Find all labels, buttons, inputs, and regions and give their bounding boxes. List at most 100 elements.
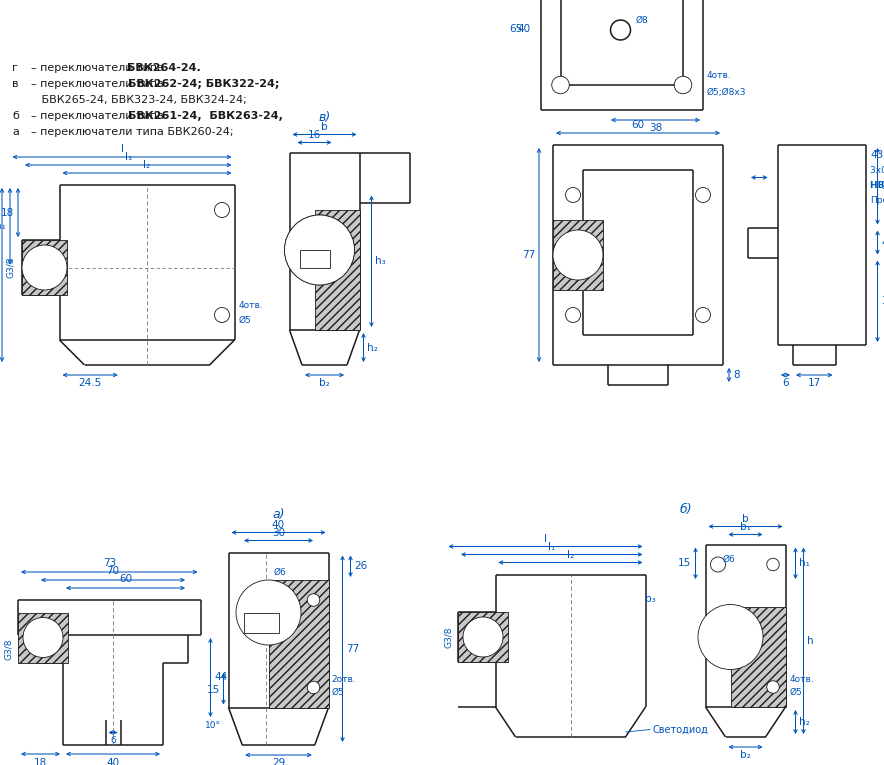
Text: БВК265-24, БВК323-24, БВК324-24;: БВК265-24, БВК323-24, БВК324-24; [24,95,247,105]
Text: Ø6: Ø6 [723,555,735,564]
Text: Ø5: Ø5 [332,688,344,697]
Text: 40: 40 [272,519,285,529]
Circle shape [285,215,354,285]
Bar [300,250,330,268]
Circle shape [553,230,603,280]
Text: НВМ IV: НВМ IV [871,181,884,190]
Circle shape [23,617,63,657]
Text: б: б [12,111,19,121]
Text: l: l [544,533,547,543]
Circle shape [766,558,780,571]
Text: 77: 77 [522,250,535,260]
Text: b₁: b₁ [740,522,751,532]
Text: – переключатели типа БВК260-24;: – переключатели типа БВК260-24; [24,127,233,137]
Text: 60: 60 [631,120,644,130]
Text: G3/8: G3/8 [5,257,14,278]
Text: G3/8: G3/8 [444,627,453,648]
Text: b₃: b₃ [645,594,656,604]
Circle shape [22,245,67,290]
Circle shape [552,76,569,94]
Text: 65: 65 [509,24,522,34]
Text: 40: 40 [106,758,119,765]
Text: 18: 18 [1,207,14,217]
Circle shape [566,308,581,323]
Text: 30: 30 [272,528,285,538]
Text: 4: 4 [881,237,884,248]
Text: 16: 16 [308,129,321,139]
Text: 29: 29 [272,758,286,765]
Text: 24.5: 24.5 [79,378,102,388]
Text: 44: 44 [215,672,228,682]
Text: b: b [321,122,328,132]
Text: 26: 26 [354,562,368,571]
Text: а: а [12,127,19,137]
Text: БВК261-24,  БВК263-24,: БВК261-24, БВК263-24, [127,111,282,121]
Text: Ø5: Ø5 [239,315,251,324]
Text: 4отв.: 4отв. [239,301,263,310]
Text: b: b [743,513,749,523]
Circle shape [766,681,780,693]
Circle shape [308,682,320,694]
Text: h: h [807,636,814,646]
Text: 18: 18 [34,758,47,765]
Text: G3/8: G3/8 [4,638,12,659]
Text: h₃: h₃ [376,256,386,266]
Text: 4отв.: 4отв. [789,675,814,684]
Text: l₁: l₁ [125,152,132,162]
Bar [22,240,67,295]
Circle shape [566,187,581,203]
Text: 10°: 10° [204,721,220,730]
Text: 35: 35 [881,181,884,191]
Circle shape [285,215,354,285]
Text: БВК262-24; БВК322-24;: БВК262-24; БВК322-24; [127,79,278,89]
Bar [730,607,786,707]
Text: Ø8: Ø8 [636,15,648,24]
Text: 60: 60 [119,574,132,584]
Text: БВК264-24.: БВК264-24. [127,63,202,73]
Bar [269,580,329,708]
Text: b₂: b₂ [319,378,330,388]
Circle shape [674,76,692,94]
Text: 15: 15 [678,558,691,568]
Text: 38: 38 [649,123,662,133]
Text: l₂: l₂ [567,549,574,559]
Text: l₁: l₁ [548,542,555,552]
Circle shape [236,580,301,645]
Text: в): в) [318,111,331,124]
Circle shape [696,187,711,203]
Text: а): а) [272,508,285,521]
Circle shape [215,203,230,217]
Circle shape [215,308,230,323]
Text: Ø6: Ø6 [273,568,286,577]
Text: h₁: h₁ [799,558,811,568]
Circle shape [463,617,503,657]
Circle shape [308,594,320,606]
Text: 43: 43 [871,150,884,160]
Text: b₂: b₂ [740,750,751,760]
Circle shape [698,604,763,669]
Text: 70: 70 [106,566,119,576]
Text: Ø5;Ø8x3: Ø5;Ø8x3 [707,88,746,97]
Text: 77: 77 [347,644,360,654]
Text: l₂: l₂ [143,160,150,170]
Text: 6: 6 [782,378,789,388]
Circle shape [611,20,630,40]
Bar [315,210,360,330]
Text: – переключатели типа: – переключатели типа [24,79,167,89]
Text: h₂: h₂ [799,717,811,727]
Text: 35: 35 [881,296,884,306]
Text: h₁: h₁ [0,221,6,231]
Text: – переключатели типа: – переключатели типа [24,111,167,121]
Text: в: в [12,79,19,89]
Text: б): б) [679,503,692,516]
Circle shape [696,308,711,323]
Text: 6: 6 [110,736,116,745]
Text: 73: 73 [103,558,116,568]
Text: h₂: h₂ [368,343,378,353]
Text: – переключатели типа: – переключатели типа [24,63,167,73]
Text: г: г [12,63,18,73]
Circle shape [711,557,726,572]
Text: 17: 17 [808,378,821,388]
Bar [18,613,68,662]
Bar [243,613,278,633]
